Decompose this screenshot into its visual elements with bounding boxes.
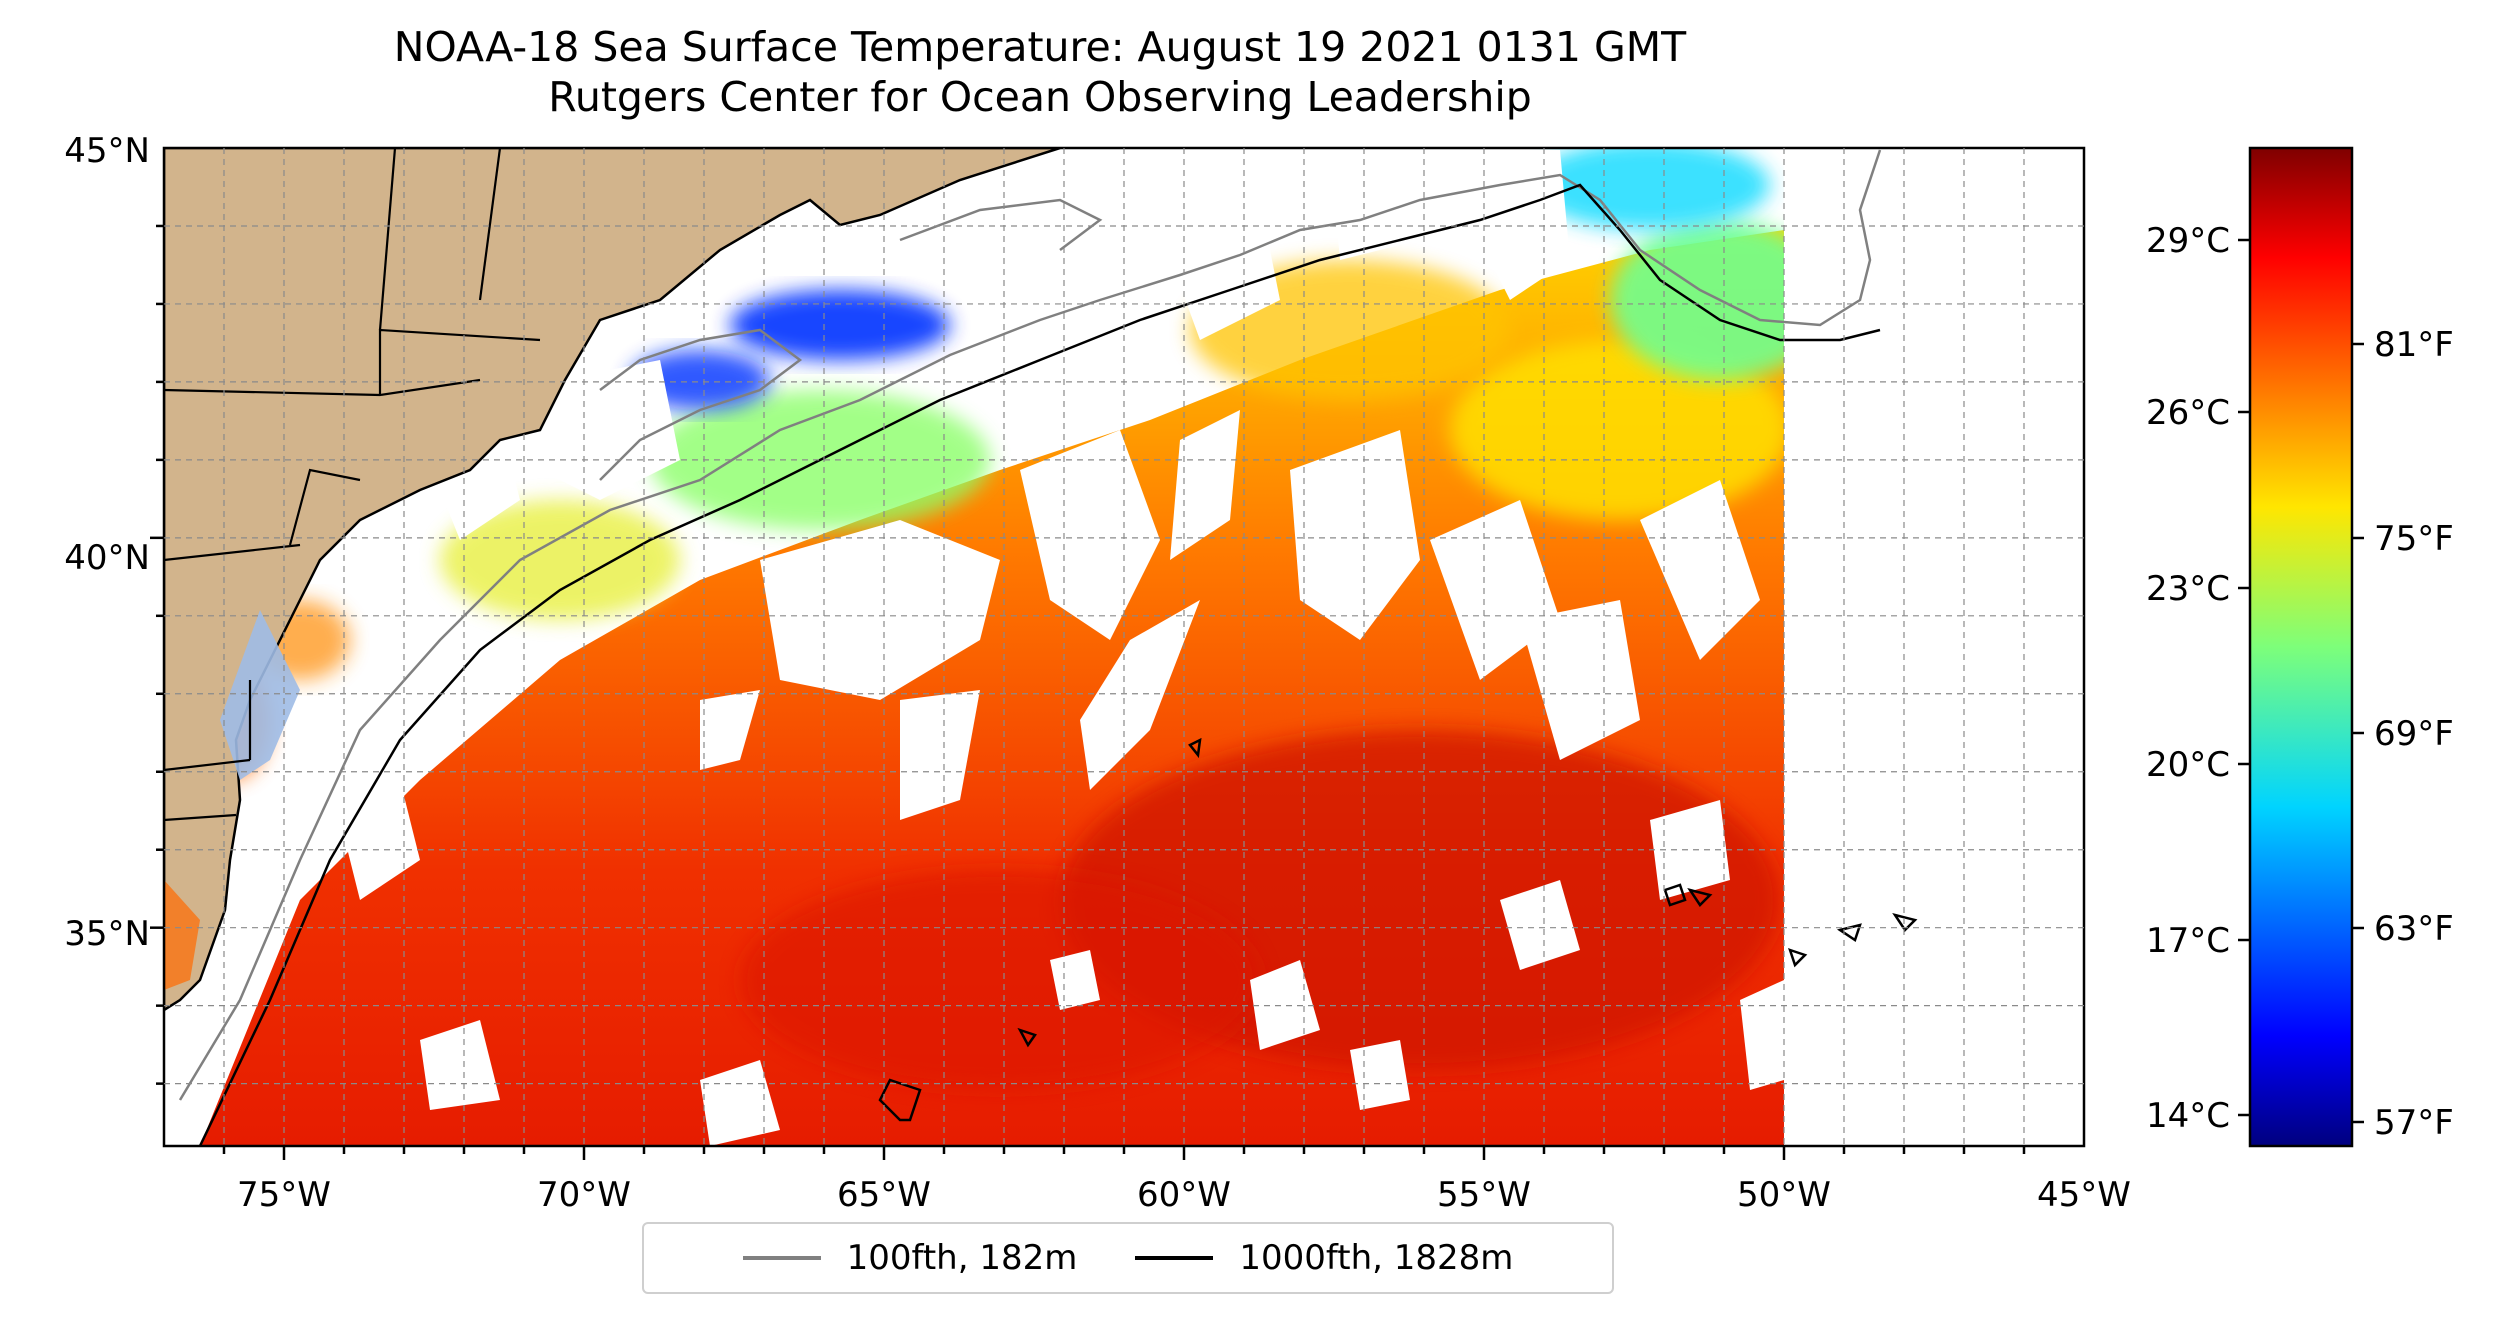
colorbar-celsius-label: 20°C	[2146, 745, 2230, 785]
colorbar-celsius-label: 29°C	[2146, 221, 2230, 261]
contour-100fth	[178, 149, 1882, 1101]
colorbar-fahrenheit-label: 63°F	[2374, 909, 2454, 949]
lon-label: 65°W	[837, 1175, 931, 1215]
title-line-2: Rutgers Center for Ocean Observing Leade…	[548, 73, 1532, 121]
colorbar-fahrenheit-label: 81°F	[2374, 325, 2454, 365]
title-line-1: NOAA-18 Sea Surface Temperature: August …	[393, 23, 1687, 71]
lon-label: 60°W	[1137, 1175, 1231, 1215]
legend: 100fth, 182m 1000fth, 1828m	[642, 1222, 1614, 1294]
colorbar: 29°C 26°C 23°C 20°C 17°C 14°C 81°F 75°F …	[2146, 146, 2454, 1148]
lon-label: 50°W	[1737, 1175, 1831, 1215]
lat-label: 40°N	[64, 538, 150, 578]
colorbar-gradient	[2248, 146, 2354, 1148]
colorbar-celsius-label: 17°C	[2146, 921, 2230, 961]
legend-item-1000fth: 1000fth, 1828m	[1135, 1238, 1513, 1278]
colorbar-celsius-label: 23°C	[2146, 569, 2230, 609]
gridlines	[164, 148, 2084, 1146]
lon-label: 45°W	[2037, 1175, 2131, 1215]
lat-label: 35°N	[64, 914, 150, 954]
lat-label: 45°N	[64, 131, 150, 171]
colorbar-fahrenheit-label: 57°F	[2374, 1103, 2454, 1143]
colorbar-celsius-label: 14°C	[2146, 1096, 2230, 1136]
map-title: NOAA-18 Sea Surface Temperature: August …	[0, 22, 2080, 122]
legend-label: 100fth, 182m	[846, 1238, 1078, 1278]
land	[164, 148, 1061, 1012]
legend-line-gray	[742, 1256, 821, 1260]
legend-item-100fth: 100fth, 182m	[742, 1238, 1078, 1278]
colorbar-fahrenheit-label: 69°F	[2374, 714, 2454, 754]
lon-label: 70°W	[537, 1175, 631, 1215]
legend-label: 1000fth, 1828m	[1239, 1238, 1514, 1278]
axis-ticks	[150, 224, 2026, 1160]
state-borders	[164, 148, 541, 822]
legend-line-black	[1135, 1256, 1214, 1260]
lon-label: 75°W	[237, 1175, 331, 1215]
cloud-mask	[240, 148, 2084, 1146]
colorbar-celsius-label: 26°C	[2146, 393, 2230, 433]
lon-label: 55°W	[1437, 1175, 1531, 1215]
colorbar-fahrenheit-label: 75°F	[2374, 519, 2454, 559]
